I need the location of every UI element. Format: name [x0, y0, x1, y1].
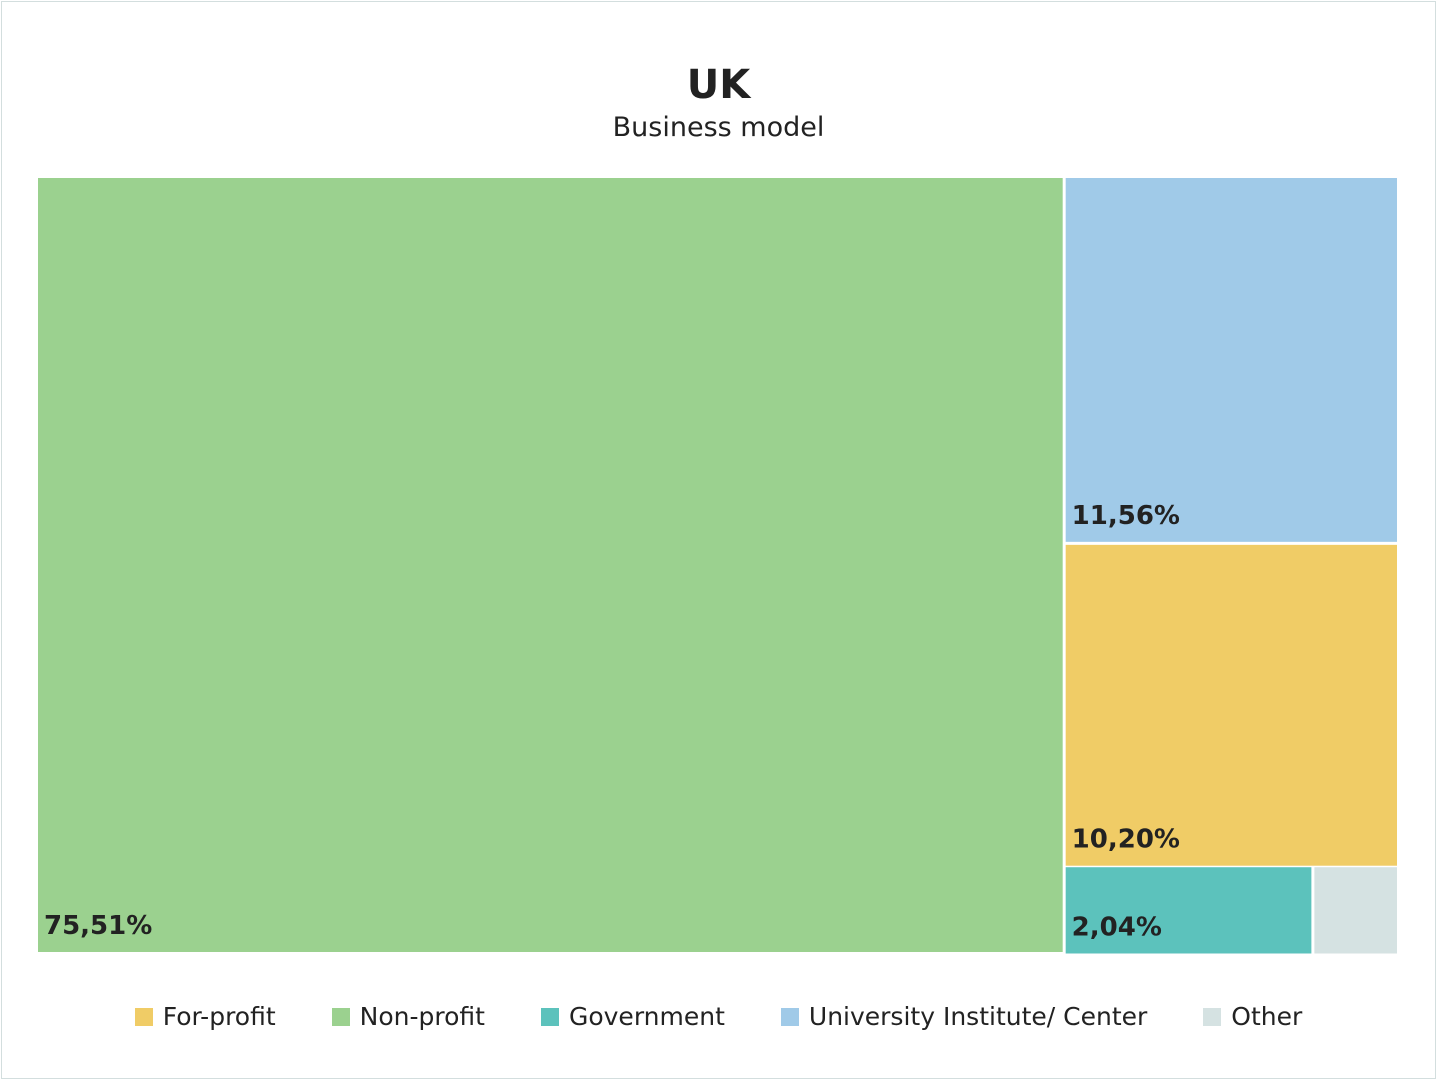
legend-label: For-profit: [162, 1002, 276, 1031]
legend-label: Non-profit: [359, 1002, 485, 1031]
legend-item-for-profit: For-profit: [134, 1002, 276, 1031]
legend-swatch: [540, 1007, 559, 1026]
legend-label: Government: [568, 1002, 725, 1031]
legend-swatch: [134, 1007, 153, 1026]
legend-swatch: [780, 1007, 799, 1026]
treemap-cell-government: [1065, 867, 1312, 954]
legend-item-other: Other: [1203, 1002, 1302, 1031]
treemap-cell-university-institute-center: [1065, 178, 1397, 542]
legend-item-non-profit: Non-profit: [331, 1002, 485, 1031]
legend: For-profit Non-profit Government University…: [0, 1002, 1437, 1031]
data-label-government: 2,04%: [1072, 913, 1162, 943]
data-label-for-profit: 10,20%: [1072, 825, 1180, 855]
chart-subtitle: Business model: [612, 112, 825, 143]
data-label-non-profit: 75,51%: [44, 911, 152, 941]
legend-swatch: [1203, 1007, 1222, 1026]
treemap-cell-for-profit: [1065, 544, 1397, 866]
legend-label: University Institute/ Center: [808, 1002, 1148, 1031]
legend-item-university-institute-center: University Institute/ Center: [780, 1002, 1148, 1031]
chart-title: UK: [686, 62, 751, 108]
legend-item-government: Government: [540, 1002, 725, 1031]
treemap-cell-other: [1314, 867, 1397, 954]
data-label-university-institute-center: 11,56%: [1072, 501, 1180, 531]
legend-label: Other: [1231, 1002, 1303, 1031]
legend-swatch: [331, 1007, 350, 1026]
treemap-cell-non-profit: [38, 178, 1063, 952]
